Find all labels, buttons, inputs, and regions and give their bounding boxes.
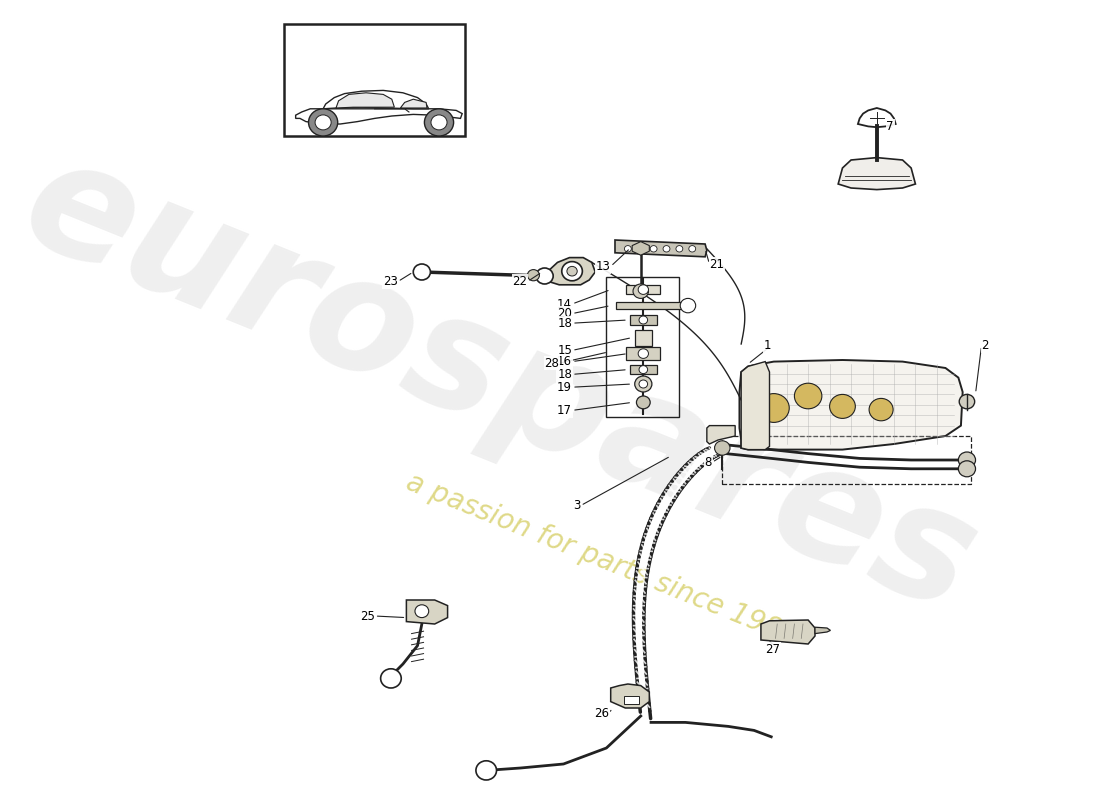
Circle shape — [639, 366, 648, 374]
Circle shape — [625, 246, 631, 252]
Text: eurospares: eurospares — [2, 123, 997, 645]
Text: 2: 2 — [981, 339, 989, 352]
Circle shape — [758, 394, 789, 422]
Polygon shape — [707, 426, 735, 444]
Text: 8: 8 — [705, 456, 712, 469]
Text: 7: 7 — [887, 120, 894, 133]
Text: 25: 25 — [360, 610, 375, 622]
Text: 22: 22 — [513, 275, 527, 288]
Text: 27: 27 — [764, 643, 780, 656]
Polygon shape — [626, 347, 660, 360]
Text: 20: 20 — [558, 307, 572, 320]
Polygon shape — [543, 258, 595, 285]
Text: 19: 19 — [557, 381, 572, 394]
Polygon shape — [615, 240, 707, 257]
Circle shape — [566, 266, 578, 276]
Text: 26: 26 — [594, 707, 609, 720]
Circle shape — [635, 376, 652, 392]
Circle shape — [869, 398, 893, 421]
Bar — [635, 330, 652, 346]
Polygon shape — [838, 158, 915, 190]
Polygon shape — [296, 109, 462, 124]
Text: 14: 14 — [557, 298, 572, 310]
Polygon shape — [323, 90, 429, 109]
Circle shape — [638, 349, 649, 358]
Circle shape — [715, 441, 730, 455]
Polygon shape — [400, 99, 427, 108]
Bar — [723, 436, 971, 484]
Bar — [606, 277, 680, 417]
Circle shape — [675, 246, 683, 252]
Circle shape — [689, 246, 695, 252]
Circle shape — [381, 669, 402, 688]
Polygon shape — [610, 684, 649, 708]
Circle shape — [527, 270, 539, 281]
Polygon shape — [858, 108, 895, 127]
Polygon shape — [629, 315, 657, 325]
Text: 18: 18 — [558, 317, 572, 330]
Text: 3: 3 — [573, 499, 581, 512]
Circle shape — [315, 115, 331, 130]
Polygon shape — [629, 365, 657, 374]
Circle shape — [958, 461, 976, 477]
Text: 16: 16 — [557, 355, 572, 368]
Text: 23: 23 — [383, 275, 398, 288]
Circle shape — [829, 394, 856, 418]
Circle shape — [562, 262, 582, 281]
Polygon shape — [815, 627, 830, 634]
Bar — [624, 696, 639, 704]
Text: a passion for parts since 1985: a passion for parts since 1985 — [403, 469, 802, 651]
Polygon shape — [741, 362, 770, 450]
Circle shape — [476, 761, 496, 780]
Polygon shape — [761, 620, 815, 644]
Circle shape — [425, 109, 453, 136]
Polygon shape — [632, 242, 649, 255]
Circle shape — [637, 246, 645, 252]
Circle shape — [639, 316, 648, 324]
Polygon shape — [406, 600, 448, 624]
Text: 13: 13 — [596, 260, 611, 273]
Circle shape — [794, 383, 822, 409]
Polygon shape — [336, 93, 395, 108]
Circle shape — [414, 264, 430, 280]
Circle shape — [308, 109, 338, 136]
Text: 28: 28 — [544, 357, 559, 370]
Polygon shape — [626, 285, 660, 294]
Text: 18: 18 — [558, 368, 572, 381]
Circle shape — [650, 246, 657, 252]
Circle shape — [663, 246, 670, 252]
Circle shape — [958, 452, 976, 468]
Text: 1: 1 — [763, 339, 771, 352]
Text: 15: 15 — [558, 344, 572, 357]
Text: 21: 21 — [710, 258, 725, 270]
Text: 17: 17 — [557, 404, 572, 417]
Bar — [285, 24, 465, 136]
Circle shape — [431, 115, 447, 130]
Circle shape — [638, 285, 649, 294]
Circle shape — [639, 380, 648, 388]
Circle shape — [680, 298, 695, 313]
Circle shape — [959, 394, 975, 409]
Circle shape — [632, 284, 649, 298]
Polygon shape — [616, 302, 688, 309]
Circle shape — [637, 396, 650, 409]
Polygon shape — [739, 360, 962, 450]
Circle shape — [415, 605, 429, 618]
Circle shape — [536, 268, 553, 284]
